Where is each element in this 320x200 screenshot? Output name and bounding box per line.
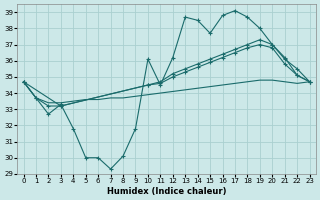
X-axis label: Humidex (Indice chaleur): Humidex (Indice chaleur) — [107, 187, 226, 196]
